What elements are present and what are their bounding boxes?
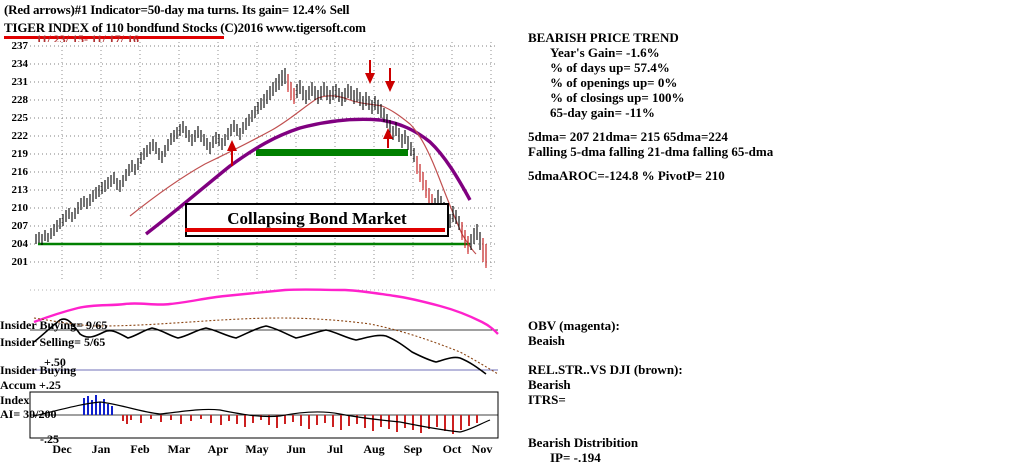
- down-arrow-1: [365, 60, 375, 84]
- insider-selling-label: Insider Selling= 5/65: [0, 335, 106, 349]
- right-panel: BEARISH PRICE TREND Year's Gain= -1.6% %…: [528, 30, 1008, 183]
- stat-days-up: % of days up= 57.4%: [550, 60, 670, 75]
- right-panel-title: BEARISH PRICE TREND: [528, 30, 679, 45]
- obv-subchart: [30, 288, 499, 375]
- minus-25-label: -.25: [40, 432, 59, 446]
- stat-65day-gain: 65-day gain= -11%: [550, 105, 655, 120]
- up-arrow-2: [383, 128, 393, 148]
- insider-buying-label-2: Insider Buying: [0, 363, 77, 377]
- lower-right-panel: OBV (magenta): Beaish REL.STR..VS DJI (b…: [528, 318, 1008, 465]
- index-label: Index: [0, 393, 30, 407]
- obv-line: [33, 288, 499, 335]
- accum-label: Accum +.25: [0, 378, 61, 392]
- ai-positive-bars: [83, 395, 113, 415]
- obv-value: Beaish: [528, 333, 565, 348]
- distribution-label: Bearish Distribition: [528, 435, 639, 450]
- ai-negative-bars: [122, 415, 478, 434]
- ma65-line: [144, 117, 472, 236]
- header-line-2: TIGER INDEX of 110 bondfund Stocks (C)20…: [4, 20, 366, 35]
- price-chart: [30, 42, 498, 280]
- stat-openings-up: % of openings up= 0%: [550, 75, 678, 90]
- up-arrow-1: [227, 140, 237, 166]
- ai-signal-line: [33, 401, 491, 433]
- relstr-value: Bearish: [528, 377, 571, 392]
- ma21-line: [129, 95, 477, 255]
- header-line-1: (Red arrows)#1 Indicator=50-day ma turns…: [4, 2, 350, 17]
- plus-50-label: +.50: [44, 355, 66, 369]
- ip-value: IP= -.194: [550, 450, 601, 465]
- aroc-pivot-values: 5dmaAROC=-124.8 % PivotP= 210: [528, 168, 725, 183]
- ai-label: AI= 30/200: [0, 407, 57, 421]
- moving-average-values: 5dma= 207 21dma= 215 65dma=224: [528, 129, 728, 144]
- relstr-label: REL.STR..VS DJI (brown):: [528, 362, 683, 377]
- down-arrow-2: [385, 68, 395, 92]
- stat-years-gain: Year's Gain= -1.6%: [550, 45, 660, 60]
- stat-closings-up: % of closings up= 100%: [550, 90, 685, 105]
- accum-line: [33, 318, 487, 375]
- title-underline: [4, 36, 224, 39]
- obv-label: OBV (magenta):: [528, 318, 620, 333]
- insider-buying-label: Insider Buying= 9/65: [0, 318, 108, 332]
- ai-index-subchart: [29, 391, 499, 439]
- green-resistance-band: [256, 149, 408, 156]
- falling-ma-note: Falling 5-dma falling 21-dma falling 65-…: [528, 144, 774, 159]
- annotation-banner-underline: [185, 228, 445, 232]
- signal-arrows: [227, 60, 395, 166]
- annotation-banner-text: Collapsing Bond Market: [227, 209, 407, 228]
- itrs-label: ITRS=: [528, 392, 566, 407]
